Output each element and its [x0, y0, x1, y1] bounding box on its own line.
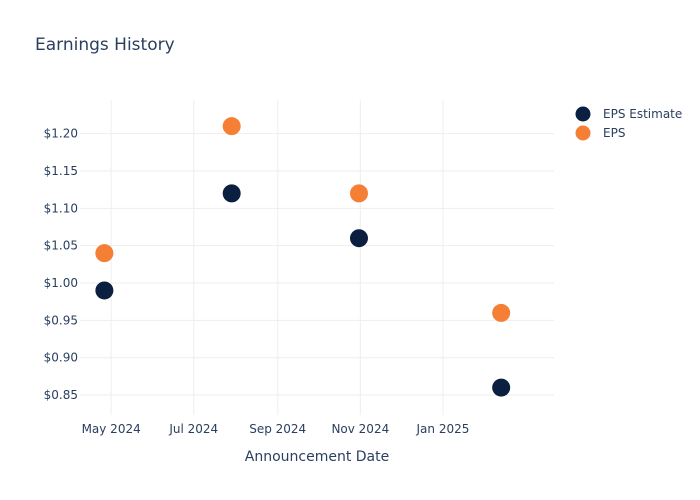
eps-estimate-point[interactable] — [95, 281, 114, 300]
y-tick-label: $0.95 — [44, 313, 78, 327]
x-tick-label: May 2024 — [82, 422, 141, 436]
eps-estimate-point[interactable] — [349, 229, 368, 248]
grid-layer — [80, 100, 554, 415]
y-tick-label: $0.85 — [44, 388, 78, 402]
y-tick-label: $0.90 — [44, 351, 78, 365]
legend-marker[interactable] — [575, 106, 591, 122]
eps-point[interactable] — [95, 244, 114, 263]
x-tick-label: Nov 2024 — [331, 422, 389, 436]
eps-point[interactable] — [349, 184, 368, 203]
y-tick-label: $1.15 — [44, 164, 78, 178]
eps-estimate-point[interactable] — [222, 184, 241, 203]
y-tick-label: $1.10 — [44, 201, 78, 215]
legend-label[interactable]: EPS Estimate — [603, 107, 682, 121]
legend-label[interactable]: EPS — [603, 126, 625, 140]
x-axis: May 2024 Jul 2024 Sep 2024 Nov 2024 Jan 2025 — [82, 422, 470, 436]
y-tick-label: $1.05 — [44, 239, 78, 253]
y-axis: $0.85 $0.90 $0.95 $1.00 $1.05 $1.10 $1.15 $1.20 — [44, 127, 78, 402]
y-tick-label: $1.20 — [44, 127, 78, 141]
legend-marker[interactable] — [575, 125, 591, 141]
eps-point[interactable] — [222, 117, 241, 136]
x-tick-label: Sep 2024 — [249, 422, 306, 436]
legend[interactable]: EPS Estimate EPS — [575, 106, 683, 141]
x-axis-title: Announcement Date — [245, 449, 389, 465]
data-points — [95, 117, 511, 397]
x-tick-label: Jul 2024 — [168, 422, 218, 436]
eps-point[interactable] — [492, 303, 511, 322]
eps-estimate-point[interactable] — [492, 378, 511, 397]
chart-title: Earnings History — [35, 35, 175, 55]
y-tick-label: $1.00 — [44, 276, 78, 290]
x-tick-label: Jan 2025 — [416, 422, 470, 436]
